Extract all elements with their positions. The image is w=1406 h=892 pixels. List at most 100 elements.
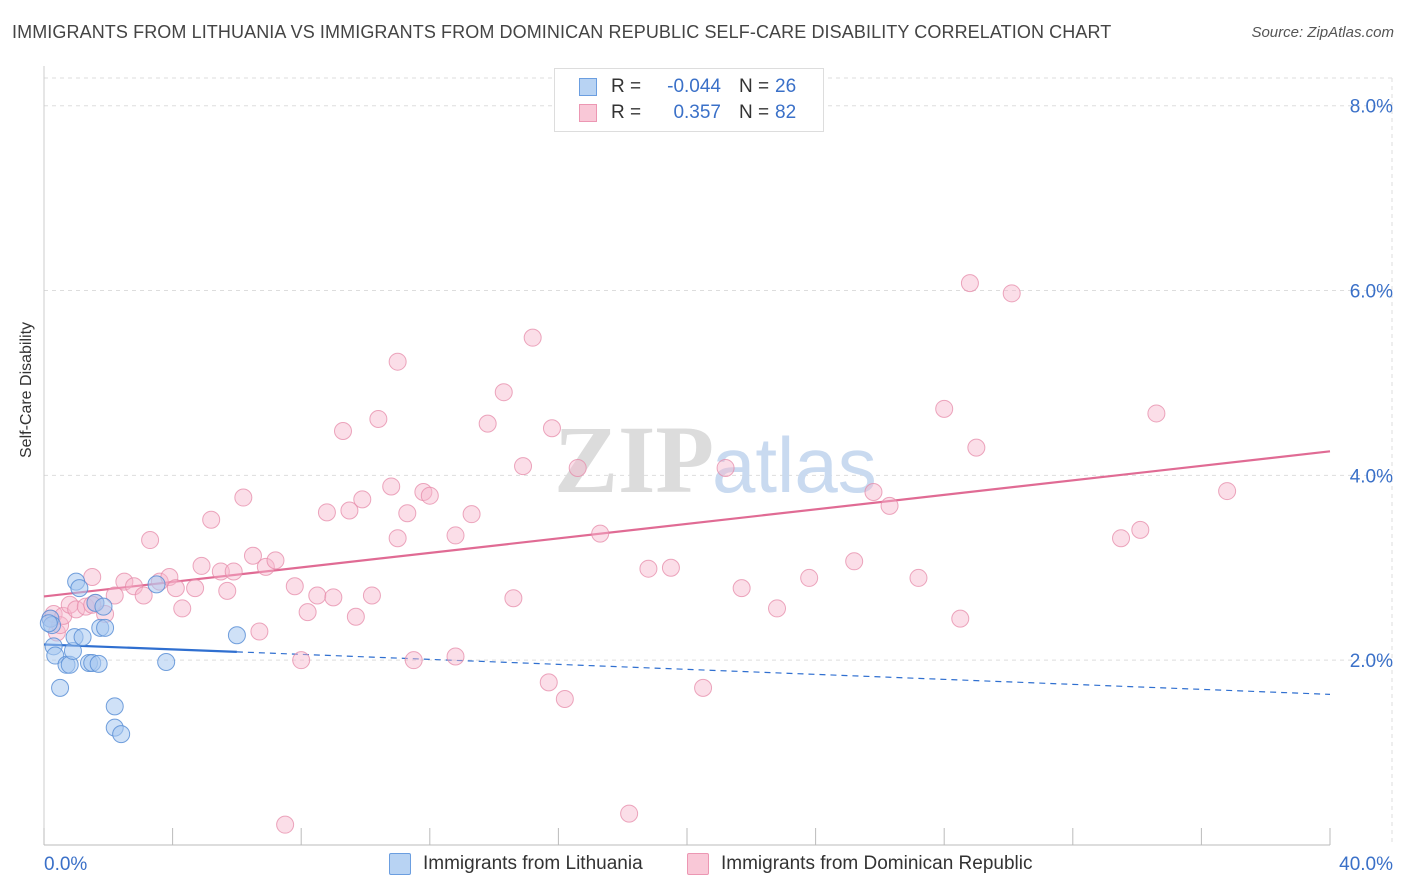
n-value: 82 — [775, 102, 797, 123]
axes — [43, 66, 1331, 846]
point-dominican — [308, 586, 327, 605]
point-dominican — [1131, 520, 1150, 539]
data-points — [39, 274, 1237, 834]
point-dominican — [800, 568, 819, 587]
point-lithuania — [94, 597, 113, 616]
point-dominican — [369, 409, 388, 428]
point-lithuania — [89, 654, 108, 673]
legend-swatch-pink — [687, 853, 709, 875]
legend-row-lithuania: R = -0.044 N = 26 — [579, 75, 796, 99]
x-tick-label: 40.0% — [1339, 854, 1393, 875]
point-dominican — [388, 529, 407, 548]
point-dominican — [186, 579, 205, 598]
point-dominican — [292, 651, 311, 670]
point-dominican — [115, 572, 134, 591]
correlation-legend: R = -0.044 N = 26 R = 0.357 N = 82 — [554, 68, 824, 132]
trend-line-dominican — [43, 450, 1331, 598]
point-dominican — [446, 647, 465, 666]
point-dominican — [211, 562, 230, 581]
watermark: ZIP atlas — [554, 406, 877, 513]
point-dominican — [317, 503, 336, 522]
point-dominican — [478, 414, 497, 433]
trend-line-lithuania-extrapolated — [236, 651, 1331, 695]
point-dominican — [173, 599, 192, 618]
point-lithuania — [73, 628, 92, 647]
point-dominican — [420, 486, 439, 505]
point-dominican — [909, 568, 928, 587]
point-dominican — [285, 577, 304, 596]
point-dominican — [362, 586, 381, 605]
point-lithuania — [147, 575, 166, 594]
point-dominican — [388, 352, 407, 371]
point-dominican — [218, 581, 237, 600]
legend-label-lithuania: Immigrants from Lithuania — [423, 853, 643, 874]
legend-label-dominican: Immigrants from Dominican Republic — [721, 853, 1033, 874]
point-dominican — [346, 607, 365, 626]
tick-labels: 2.0% 4.0% 6.0% 8.0% 0.0% 40.0% — [44, 97, 1393, 875]
point-dominican — [166, 579, 185, 598]
point-dominican — [514, 457, 533, 476]
point-dominican — [202, 510, 221, 529]
point-dominican — [845, 552, 864, 571]
point-dominican — [732, 579, 751, 598]
r-label: R = — [611, 76, 642, 97]
point-lithuania — [105, 697, 124, 716]
legend-item-dominican[interactable]: Immigrants from Dominican Republic — [687, 852, 1033, 876]
r-value: -0.044 — [667, 76, 721, 97]
legend-item-lithuania[interactable]: Immigrants from Lithuania — [389, 852, 643, 876]
point-dominican — [694, 678, 713, 697]
point-dominican — [398, 504, 417, 523]
point-dominican — [250, 622, 269, 641]
point-dominican — [661, 558, 680, 577]
point-dominican — [768, 599, 787, 618]
point-dominican — [462, 505, 481, 524]
point-dominican — [967, 438, 986, 457]
chart-title: IMMIGRANTS FROM LITHUANIA VS IMMIGRANTS … — [12, 22, 1112, 42]
y-tick-label: 8.0% — [1350, 97, 1393, 118]
point-dominican — [125, 577, 144, 596]
y-tick-label: 2.0% — [1350, 651, 1393, 672]
point-dominican — [620, 804, 639, 823]
source-label: Source: ZipAtlas.com — [1251, 24, 1394, 41]
r-label: R = — [611, 102, 642, 123]
y-tick-label: 4.0% — [1350, 466, 1393, 487]
point-dominican — [234, 488, 253, 507]
point-lithuania — [51, 678, 70, 697]
point-dominican — [542, 419, 561, 438]
point-dominican — [340, 501, 359, 520]
point-dominican — [523, 328, 542, 347]
point-dominican — [1147, 404, 1166, 423]
legend-swatch-blue — [579, 78, 597, 96]
point-dominican — [105, 586, 124, 605]
point-dominican — [591, 524, 610, 543]
point-dominican — [494, 383, 513, 402]
point-dominican — [192, 556, 211, 575]
watermark-atlas: atlas — [712, 421, 877, 509]
point-dominican — [134, 586, 153, 605]
point-dominican — [1112, 529, 1131, 548]
point-lithuania — [227, 626, 246, 645]
n-label: N = — [739, 76, 770, 97]
x-tick-label: 0.0% — [44, 854, 87, 875]
point-dominican — [960, 274, 979, 293]
point-dominican — [568, 458, 587, 477]
n-label: N = — [739, 102, 770, 123]
point-dominican — [256, 557, 275, 576]
n-value: 26 — [775, 76, 797, 97]
point-dominican — [1002, 284, 1021, 303]
legend-row-dominican: R = 0.357 N = 82 — [579, 101, 796, 125]
point-dominican — [639, 559, 658, 578]
point-dominican — [382, 477, 401, 496]
point-dominican — [60, 595, 79, 614]
point-dominican — [404, 651, 423, 670]
point-dominican — [324, 588, 343, 607]
point-lithuania — [96, 618, 115, 637]
point-lithuania — [157, 653, 176, 672]
point-dominican — [276, 815, 295, 834]
point-dominican — [935, 399, 954, 418]
r-value: 0.357 — [673, 102, 721, 123]
y-tick-label: 6.0% — [1350, 282, 1393, 303]
point-dominican — [1218, 482, 1237, 501]
point-dominican — [224, 562, 243, 581]
point-dominican — [864, 482, 883, 501]
